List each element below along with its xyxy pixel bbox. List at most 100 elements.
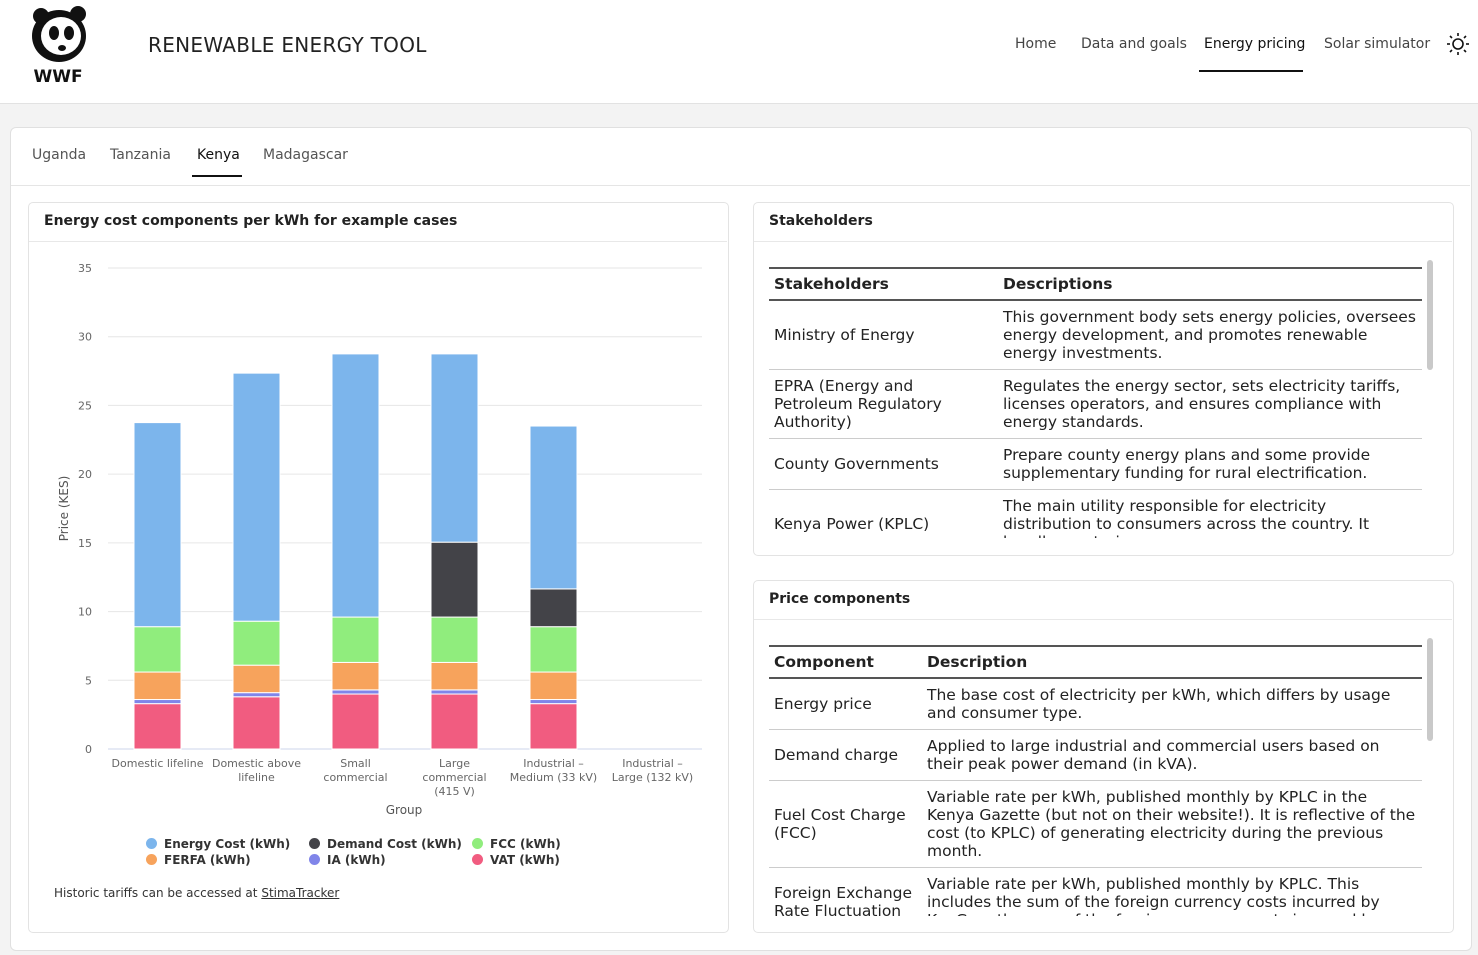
- bar-segment: [331, 616, 380, 663]
- table-row: Foreign Exchange Rate Fluctuation Adjust…: [769, 867, 1422, 916]
- bar-segment: [529, 671, 578, 701]
- scrollbar[interactable]: [1427, 260, 1433, 370]
- table-cell: Regulates the energy sector, sets electr…: [998, 369, 1422, 439]
- y-tick-label: 35: [78, 262, 92, 275]
- header-row: Stakeholders Descriptions: [769, 267, 1422, 301]
- bar-segment: [133, 422, 182, 628]
- table-cell: This government body sets energy policie…: [998, 300, 1422, 370]
- y-tick-label: 25: [78, 399, 92, 412]
- legend-label: FERFA (kWh): [164, 852, 251, 867]
- bar-segment: [430, 661, 479, 691]
- table-cell: Energy price: [769, 678, 922, 730]
- nav-link[interactable]: Energy pricing: [1204, 36, 1306, 52]
- table-cell: Prepare county energy plans and some pro…: [998, 438, 1422, 490]
- x-tick-label: Industrial – Medium (33 kV): [509, 757, 598, 784]
- table: Stakeholders Descriptions Ministry of Ener…: [769, 267, 1422, 538]
- bar-segment: [430, 541, 479, 618]
- header: WWF RENEWABLE ENERGY TOOL Home Data and g…: [0, 0, 1478, 104]
- bar-segment: [430, 693, 479, 750]
- table-cell: The main utility responsible for electri…: [998, 489, 1422, 538]
- table-cell: Variable rate per kWh, published monthly…: [922, 780, 1422, 868]
- header-row: Component Description: [769, 645, 1422, 679]
- bar-segment: [529, 699, 578, 705]
- bar-segment: [430, 353, 479, 543]
- logo[interactable]: WWF: [28, 6, 92, 86]
- table-row: Demand charge Applied to large industrial…: [769, 729, 1422, 781]
- nav-link[interactable]: Home: [1015, 36, 1057, 52]
- nav-link[interactable]: Solar simulator: [1324, 36, 1431, 52]
- app-title: RENEWABLE ENERGY TOOL: [148, 33, 427, 57]
- legend-label: Energy Cost (kWh): [164, 836, 291, 851]
- legend-label: IA (kWh): [327, 852, 386, 867]
- column-header: Descriptions: [998, 267, 1422, 301]
- theme-toggle[interactable]: [1447, 33, 1469, 55]
- stakeholders-table: Stakeholders Descriptions Ministry of Ener…: [769, 267, 1422, 538]
- divider: [754, 241, 1452, 242]
- country-tab[interactable]: Tanzania: [110, 147, 171, 163]
- y-tick-label: 0: [85, 743, 92, 756]
- panel-title: Stakeholders: [769, 213, 873, 229]
- bar-segment: [331, 353, 380, 618]
- legend-item[interactable]: IA (kWh): [309, 852, 472, 867]
- nav-link[interactable]: Data and goals: [1081, 36, 1187, 52]
- footnote: Historic tariffs can be accessed at Stim…: [54, 886, 339, 900]
- column-header: Description: [922, 645, 1422, 679]
- table: Component Description Energy price The base…: [769, 645, 1422, 916]
- country-tab[interactable]: Kenya: [197, 147, 240, 163]
- x-tick-label: Domestic lifeline: [111, 757, 204, 770]
- y-tick-label: 5: [85, 674, 92, 687]
- bar-segment: [331, 661, 380, 691]
- legend: Energy Cost (kWh) Demand Cost (kWh) FCC (k…: [146, 836, 561, 867]
- legend-swatch: [309, 854, 320, 865]
- bar-segment: [430, 689, 479, 695]
- legend-swatch: [472, 854, 483, 865]
- divider: [754, 619, 1452, 620]
- country-tab[interactable]: Madagascar: [263, 147, 348, 163]
- bar-segment: [232, 620, 281, 666]
- table-cell: Kenya Power (KPLC): [769, 489, 998, 538]
- panel-title: Energy cost components per kWh for examp…: [44, 213, 458, 229]
- bar-segment: [529, 588, 578, 628]
- x-tick-label: Domestic above lifeline: [211, 757, 302, 784]
- table-cell: Foreign Exchange Rate Fluctuation Adjust…: [769, 867, 922, 916]
- x-tick-label: Large commercial (415 V): [422, 757, 487, 798]
- x-tick-label: Industrial – Large (132 kV): [611, 757, 694, 784]
- y-tick-label: 20: [78, 468, 92, 481]
- bar-segment: [232, 692, 281, 698]
- legend-label: VAT (kWh): [490, 852, 560, 867]
- legend-item[interactable]: VAT (kWh): [472, 852, 561, 867]
- legend-label: Demand Cost (kWh): [327, 836, 462, 851]
- table-row: Fuel Cost Charge (FCC) Variable rate per …: [769, 780, 1422, 868]
- tab-active-indicator: [192, 175, 242, 177]
- table-row: Ministry of Energy This government body s…: [769, 300, 1422, 370]
- y-tick-label: 15: [78, 537, 92, 550]
- table-cell: Fuel Cost Charge (FCC): [769, 780, 922, 868]
- y-tick-label: 30: [78, 331, 92, 344]
- legend-swatch: [472, 838, 483, 849]
- bar-segment: [133, 699, 182, 705]
- bar-segment: [232, 696, 281, 750]
- legend-item[interactable]: FCC (kWh): [472, 836, 561, 851]
- stimatracker-link[interactable]: StimaTracker: [261, 886, 340, 900]
- legend-label: FCC (kWh): [490, 836, 561, 851]
- table-cell: Applied to large industrial and commerci…: [922, 729, 1422, 781]
- x-axis-title: Group: [385, 803, 423, 817]
- bar-segment: [529, 425, 578, 590]
- divider: [29, 241, 727, 242]
- panel-title: Price components: [769, 591, 911, 607]
- y-tick-label: 10: [78, 606, 92, 619]
- legend-swatch: [309, 838, 320, 849]
- bar-segment: [331, 689, 380, 695]
- legend-item[interactable]: Demand Cost (kWh): [309, 836, 472, 851]
- country-tab[interactable]: Uganda: [32, 147, 87, 163]
- legend-item[interactable]: FERFA (kWh): [146, 852, 309, 867]
- scrollbar[interactable]: [1427, 638, 1433, 741]
- bar-segment: [430, 616, 479, 663]
- table-cell: County Governments: [769, 438, 998, 490]
- bar-segment: [133, 671, 182, 701]
- bar-segment: [529, 626, 578, 673]
- footnote-text: Historic tariffs can be accessed at: [54, 886, 258, 900]
- chart: 0 5 10 15 20 25 30 35 Price (KES): [57, 262, 702, 756]
- legend-item[interactable]: Energy Cost (kWh): [146, 836, 309, 851]
- bar-segment: [232, 372, 281, 622]
